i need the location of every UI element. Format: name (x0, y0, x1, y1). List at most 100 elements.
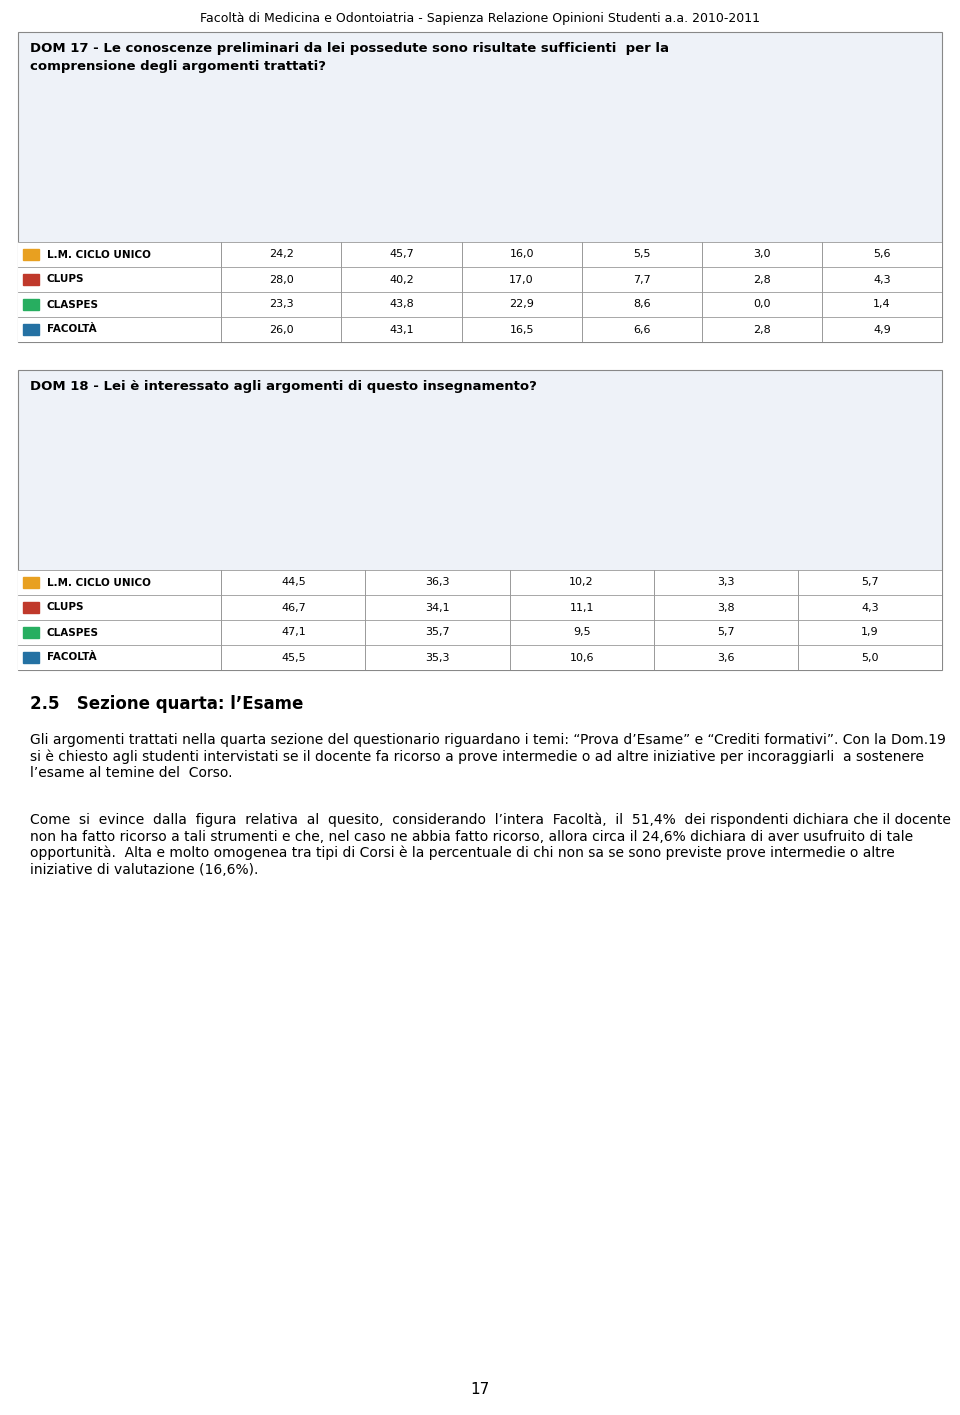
Text: 2,8: 2,8 (753, 324, 771, 334)
Text: 43,1: 43,1 (389, 324, 414, 334)
Bar (859, 558, 885, 570)
Text: 47,1: 47,1 (281, 627, 305, 638)
Bar (23, 577, 39, 589)
Text: DOM 18 - Lei è interessato agli argomenti di questo insegnamento?: DOM 18 - Lei è interessato agli argoment… (30, 381, 537, 393)
Text: 4,3: 4,3 (861, 603, 878, 613)
Bar (691, 562, 716, 570)
Bar (448, 200, 469, 242)
Bar (666, 235, 687, 242)
Text: 16,5: 16,5 (510, 324, 534, 334)
Bar (828, 231, 850, 242)
Text: 5,5: 5,5 (633, 249, 651, 259)
Text: CLASPES: CLASPES (47, 300, 99, 310)
Text: Gli argomenti trattati nella quarta sezione del questionario riguardano i temi: : Gli argomenti trattati nella quarta sezi… (30, 733, 946, 780)
Bar (447, 545, 472, 570)
Text: 35,3: 35,3 (425, 652, 449, 662)
Text: 11,1: 11,1 (569, 603, 594, 613)
Text: 3,8: 3,8 (717, 603, 734, 613)
Text: 40,2: 40,2 (389, 275, 414, 284)
Bar (303, 488, 329, 570)
Text: 5,7: 5,7 (861, 577, 878, 587)
Bar (385, 201, 406, 242)
Bar (135, 457, 160, 570)
Text: 6,6: 6,6 (633, 324, 651, 334)
Text: 28,0: 28,0 (269, 275, 294, 284)
Bar (871, 229, 892, 242)
Text: 22,9: 22,9 (509, 300, 534, 310)
Text: 35,7: 35,7 (425, 627, 450, 638)
Bar (23, 324, 39, 335)
Bar (687, 235, 708, 242)
Text: 43,8: 43,8 (389, 300, 414, 310)
Text: 44,5: 44,5 (281, 577, 305, 587)
Text: 1,4: 1,4 (874, 300, 891, 310)
Text: 8,6: 8,6 (633, 300, 651, 310)
Bar (23, 299, 39, 310)
Text: FACOLTÀ: FACOLTÀ (47, 324, 96, 334)
Text: DOM 17 - Le conoscenze preliminari da lei possedute sono risultate sufficienti  : DOM 17 - Le conoscenze preliminari da le… (30, 42, 669, 55)
Text: CLASPES: CLASPES (47, 627, 99, 638)
Text: 26,0: 26,0 (269, 324, 294, 334)
Text: 17,0: 17,0 (509, 275, 534, 284)
Bar (666, 556, 691, 570)
Text: 16,0: 16,0 (510, 249, 534, 259)
Bar (160, 456, 186, 570)
Text: L.M. CICLO UNICO: L.M. CICLO UNICO (47, 249, 151, 259)
Bar (146, 181, 167, 242)
Bar (278, 483, 303, 570)
Bar (526, 228, 547, 242)
Bar (568, 219, 589, 242)
Text: 9,5: 9,5 (573, 627, 590, 638)
Text: 5,6: 5,6 (874, 249, 891, 259)
Text: 2.5   Sezione quarta: l’Esame: 2.5 Sezione quarta: l’Esame (30, 695, 303, 713)
Text: 36,3: 36,3 (425, 577, 449, 587)
Text: L.M. CICLO UNICO: L.M. CICLO UNICO (47, 577, 151, 587)
Bar (186, 460, 211, 570)
Bar (589, 225, 611, 242)
Text: 4,9: 4,9 (873, 324, 891, 334)
Text: 0,0: 0,0 (753, 300, 771, 310)
Bar (307, 130, 328, 242)
Text: 24,2: 24,2 (269, 249, 294, 259)
Text: 45,5: 45,5 (281, 652, 305, 662)
Bar (104, 180, 125, 242)
Text: Facoltà di Medicina e Odontoiatria - Sapienza Relazione Opinioni Studenti a.a. 2: Facoltà di Medicina e Odontoiatria - Sap… (200, 11, 760, 25)
Text: 45,7: 45,7 (389, 249, 414, 259)
Text: FACOLTÀ: FACOLTÀ (47, 652, 96, 662)
Bar (809, 559, 834, 570)
Bar (110, 463, 135, 570)
Text: 3,3: 3,3 (717, 577, 734, 587)
Bar (23, 275, 39, 286)
Bar (427, 183, 448, 242)
Bar (406, 198, 427, 242)
Bar (23, 652, 39, 664)
Text: Come  si  evince  dalla  figura  relativa  al  quesito,  considerando  l’intera : Come si evince dalla figura relativa al … (30, 814, 950, 877)
Text: 34,1: 34,1 (425, 603, 450, 613)
Text: 17: 17 (470, 1382, 490, 1397)
Bar (834, 566, 859, 570)
Bar (286, 129, 307, 242)
Bar (125, 170, 146, 242)
Text: 4,3: 4,3 (874, 275, 891, 284)
Text: comprensione degli argomenti trattati?: comprensione degli argomenti trattati? (30, 59, 326, 74)
Bar (615, 562, 640, 570)
Bar (329, 484, 354, 570)
Text: CLUPS: CLUPS (47, 275, 84, 284)
Text: 10,2: 10,2 (569, 577, 594, 587)
Text: 7,7: 7,7 (633, 275, 651, 284)
Bar (23, 627, 39, 638)
Bar (23, 601, 39, 613)
Text: CLUPS: CLUPS (47, 603, 84, 613)
Bar (167, 175, 188, 242)
Text: 3,0: 3,0 (753, 249, 771, 259)
Bar (265, 139, 286, 242)
Bar (547, 222, 568, 242)
Text: 5,7: 5,7 (717, 627, 734, 638)
Text: 3,6: 3,6 (717, 652, 734, 662)
Bar (354, 485, 379, 570)
Text: 23,3: 23,3 (269, 300, 294, 310)
Text: 1,9: 1,9 (861, 627, 878, 638)
Text: 2,8: 2,8 (753, 275, 771, 284)
Text: 46,7: 46,7 (281, 603, 305, 613)
Text: 5,0: 5,0 (861, 652, 878, 662)
